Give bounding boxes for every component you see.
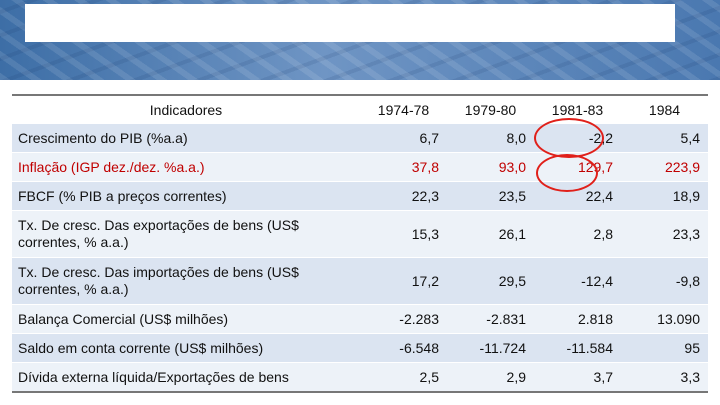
cell-value: 2,9	[447, 362, 534, 393]
header-1984: 1984	[621, 94, 708, 124]
cell-value: 2,5	[360, 362, 447, 393]
row-label-fbcf: FBCF (% PIB a preços correntes)	[12, 181, 360, 211]
cell-value: 23,5	[447, 181, 534, 211]
table-row: Inflação (IGP dez./dez. %a.a.) 37,8 93,0…	[12, 152, 708, 182]
header-indicadores: Indicadores	[12, 94, 360, 124]
header-1974-78: 1974-78	[360, 94, 447, 124]
cell-value: -9,8	[621, 257, 708, 305]
cell-value: 3,7	[534, 362, 621, 393]
cell-value: -6.548	[360, 333, 447, 363]
cell-value: 17,2	[360, 257, 447, 305]
row-label-importacoes: Tx. De cresc. Das importações de bens (U…	[12, 257, 360, 305]
table-row: Balança Comercial (US$ milhões) -2.283 -…	[12, 304, 708, 334]
cell-value: 3,3	[621, 362, 708, 393]
header-1979-80: 1979-80	[447, 94, 534, 124]
row-label-inflacao: Inflação (IGP dez./dez. %a.a.)	[12, 152, 360, 182]
cell-value: 15,3	[360, 210, 447, 258]
cell-value: -11.584	[534, 333, 621, 363]
cell-value: 95	[621, 333, 708, 363]
cell-value: 23,3	[621, 210, 708, 258]
cell-value: 29,5	[447, 257, 534, 305]
cell-value: 18,9	[621, 181, 708, 211]
table-row: Dívida externa líquida/Exportações de be…	[12, 362, 708, 393]
row-label-divida: Dívida externa líquida/Exportações de be…	[12, 362, 360, 393]
indicators-table: Indicadores 1974-78 1979-80 1981-83 1984…	[12, 94, 708, 393]
cell-value: 2.818	[534, 304, 621, 334]
cell-value: 22,4	[534, 181, 621, 211]
cell-value: 13.090	[621, 304, 708, 334]
indicators-table-container: Indicadores 1974-78 1979-80 1981-83 1984…	[12, 94, 708, 393]
row-label-saldo: Saldo em conta corrente (US$ milhões)	[12, 333, 360, 363]
row-label-exportacoes: Tx. De cresc. Das exportações de bens (U…	[12, 210, 360, 258]
table-row: Crescimento do PIB (%a.a) 6,7 8,0 -2,2 5…	[12, 124, 708, 153]
cell-value: 223,9	[621, 152, 708, 182]
annotation-circle-inflacao-1981-83	[536, 154, 598, 192]
title-placeholder-box	[25, 4, 675, 42]
cell-value: 5,4	[621, 124, 708, 153]
cell-value: 2,8	[534, 210, 621, 258]
cell-value: 8,0	[447, 124, 534, 153]
row-label-balanca: Balança Comercial (US$ milhões)	[12, 304, 360, 334]
cell-value: -11.724	[447, 333, 534, 363]
table-row: Tx. De cresc. Das exportações de bens (U…	[12, 210, 708, 258]
row-label-pib: Crescimento do PIB (%a.a)	[12, 124, 360, 153]
header-banner	[0, 0, 720, 80]
cell-value: 37,8	[360, 152, 447, 182]
cell-value: 22,3	[360, 181, 447, 211]
annotation-circle-pib-1981-83	[534, 118, 604, 158]
table-row: Tx. De cresc. Das importações de bens (U…	[12, 257, 708, 305]
table-row: FBCF (% PIB a preços correntes) 22,3 23,…	[12, 181, 708, 211]
cell-value: -12,4	[534, 257, 621, 305]
cell-value: 26,1	[447, 210, 534, 258]
cell-value: -2.831	[447, 304, 534, 334]
cell-value: -2.283	[360, 304, 447, 334]
cell-value: 6,7	[360, 124, 447, 153]
cell-value: 93,0	[447, 152, 534, 182]
table-header-row: Indicadores 1974-78 1979-80 1981-83 1984	[12, 94, 708, 124]
table-row: Saldo em conta corrente (US$ milhões) -6…	[12, 333, 708, 363]
